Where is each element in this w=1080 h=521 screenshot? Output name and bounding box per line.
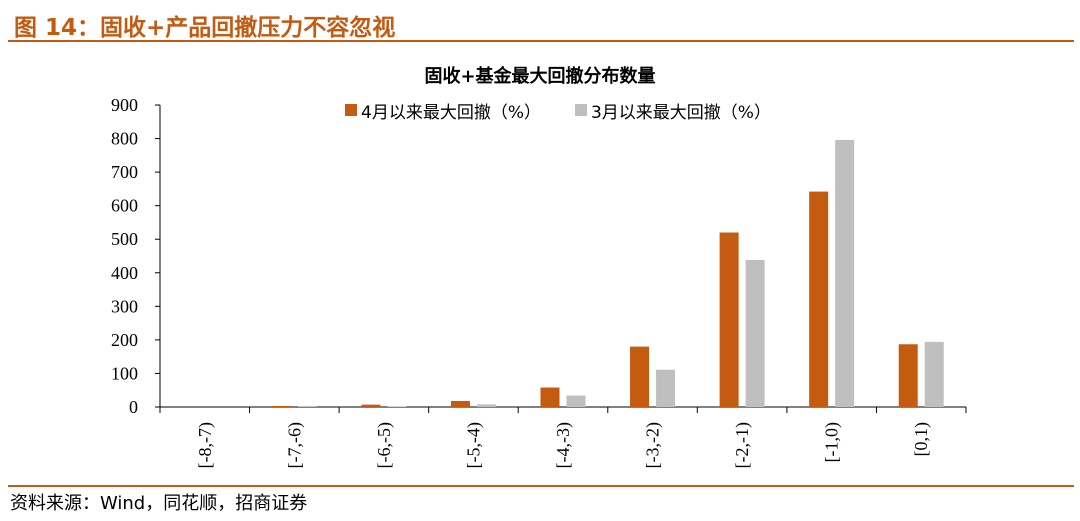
- source-divider: [8, 485, 1074, 487]
- x-tick-label: [-7,-6): [284, 422, 305, 468]
- bar-series-2: [835, 139, 855, 408]
- figure-header: 图 14：固收+产品回撤压力不容忽视: [8, 4, 1074, 42]
- bar-series-2: [476, 404, 496, 407]
- y-tick-label: 700: [111, 162, 138, 182]
- legend-item-series-1: 4月以来最大回撤（%）: [345, 98, 541, 123]
- legend: 4月以来最大回撤（%） 3月以来最大回撤（%）: [345, 98, 805, 123]
- y-tick-label: 600: [111, 196, 138, 216]
- x-tick-label: [-8,-7): [195, 422, 216, 468]
- y-tick-label: 200: [111, 330, 138, 350]
- y-tick-label: 500: [111, 229, 138, 249]
- bar-series-1: [630, 346, 650, 407]
- bar-series-1: [719, 232, 739, 407]
- bar-series-2: [656, 369, 676, 407]
- x-tick-label: [-4,-3): [553, 422, 574, 468]
- chart-area: 固收+基金最大回撤分布数量 4月以来最大回撤（%） 3月以来最大回撤（%） 0 1…: [0, 42, 1080, 482]
- bar-series-2: [387, 406, 407, 407]
- chart-title: 固收+基金最大回撤分布数量: [424, 66, 656, 87]
- y-tick-label: 400: [111, 263, 138, 283]
- x-tick-label: [-5,-4): [463, 422, 484, 468]
- y-tick-label: 300: [111, 296, 138, 316]
- x-tick-label: [-6,-5): [374, 422, 395, 468]
- legend-label-series-1: 4月以来最大回撤（%）: [361, 102, 541, 123]
- bar-series-1: [361, 404, 381, 407]
- y-tick-label: 800: [111, 129, 138, 149]
- bar-series-2: [566, 395, 586, 407]
- bar-series-1: [809, 191, 829, 407]
- x-tick-label: [-2,-1): [732, 422, 753, 468]
- x-tick-label: [-3,-2): [643, 422, 664, 468]
- bar-series-1: [898, 344, 918, 407]
- figure-title: 图 14：固收+产品回撤压力不容忽视: [14, 15, 396, 41]
- bar-series-1: [540, 387, 560, 407]
- bar-series-1: [271, 405, 291, 407]
- bar-chart: 0 100 200 300 400 500 600 700 800 900 [-8,-7) [-7,-…: [111, 95, 967, 468]
- legend-swatch-series-1: [345, 104, 357, 116]
- bar-series-2: [924, 341, 944, 407]
- bar-series-2: [745, 260, 765, 407]
- y-tick-label: 900: [111, 95, 138, 115]
- source-note: 资料来源：Wind，同花顺，招商证券: [10, 493, 308, 514]
- y-tick-label: 0: [129, 397, 138, 417]
- legend-swatch-series-2: [574, 104, 587, 116]
- legend-label-series-2: 3月以来最大回撤（%）: [590, 102, 771, 123]
- bar-series-1: [450, 400, 470, 407]
- legend-item-series-2: 3月以来最大回撤（%）: [574, 98, 771, 123]
- x-tick-label: [0,1): [911, 422, 932, 457]
- x-tick-label: [-1,0): [822, 422, 843, 462]
- y-tick-label: 100: [111, 363, 138, 383]
